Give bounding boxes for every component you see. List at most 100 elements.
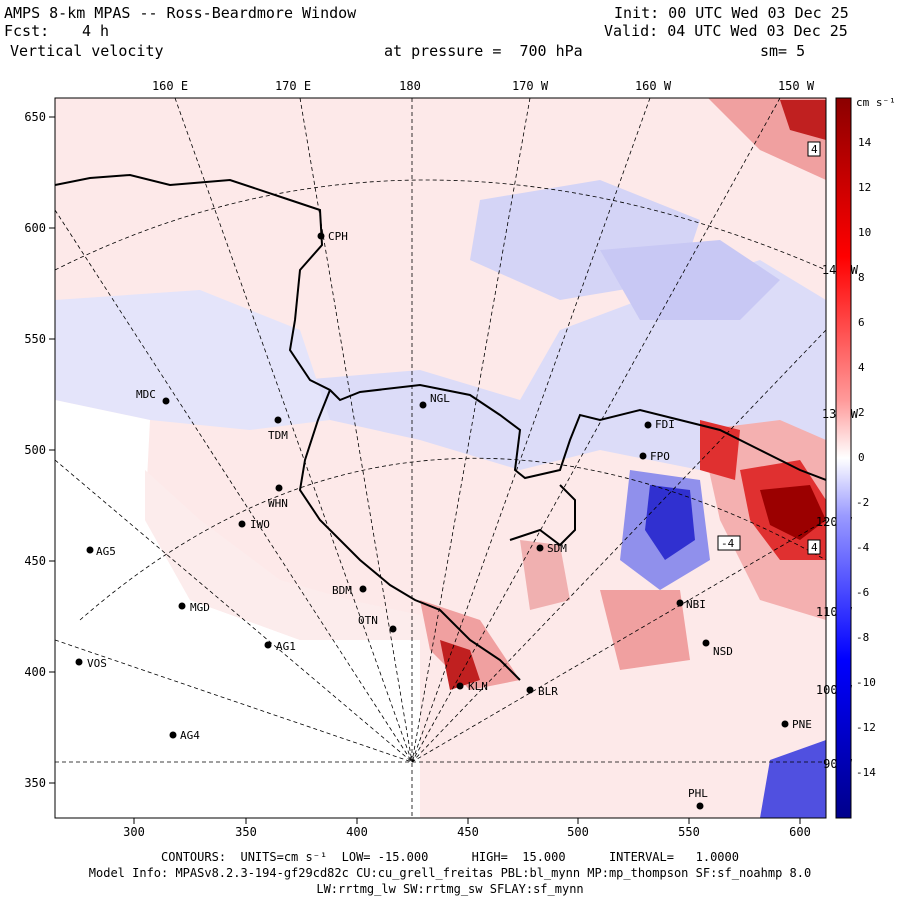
colorbar-label: -10 xyxy=(856,676,876,689)
station-label: BDM xyxy=(332,584,352,597)
station-marker xyxy=(275,484,283,492)
valid-time: Valid: 04 UTC Wed 03 Dec 25 xyxy=(604,22,848,40)
velocity-field xyxy=(55,98,826,818)
station-marker xyxy=(644,421,652,429)
colorbar-label: 12 xyxy=(858,181,871,194)
forecast-label: Fcst: xyxy=(4,22,50,40)
x-tick-label: 450 xyxy=(457,825,479,839)
pressure-level: at pressure = 700 hPa xyxy=(384,42,583,60)
model-info: Model Info: MPASv8.2.3-194-gf29cd82c CU:… xyxy=(88,866,812,880)
station-label: FDI xyxy=(655,418,675,431)
y-tick-labels: 650 600 550 500 450 400 350 xyxy=(24,110,46,790)
station-label: AG1 xyxy=(276,640,296,653)
lon-label: 160 W xyxy=(635,79,672,93)
station-label: NGL xyxy=(430,392,450,405)
station-marker xyxy=(86,546,94,554)
contour-info: CONTOURS: UNITS=cm s⁻¹ LOW= -15.000 HIGH… xyxy=(161,850,739,864)
station-marker xyxy=(238,520,246,528)
colorbar-label: -2 xyxy=(856,496,869,509)
y-tick-label: 550 xyxy=(24,332,46,346)
colorbar-label: 10 xyxy=(858,226,871,239)
station-marker xyxy=(264,641,272,649)
lon-label: 170 E xyxy=(275,79,311,93)
x-tick-label: 300 xyxy=(123,825,145,839)
station-label: FPO xyxy=(650,450,670,463)
colorbar-label: -4 xyxy=(856,541,870,554)
station-label: MGD xyxy=(190,601,210,614)
station-label: AG5 xyxy=(96,545,116,558)
station-marker xyxy=(75,658,83,666)
field-name: Vertical velocity xyxy=(10,42,164,60)
x-tick-label: 600 xyxy=(789,825,811,839)
extremum-label: 4 xyxy=(811,143,818,156)
station-label: IWO xyxy=(250,518,270,531)
lon-label: 160 E xyxy=(152,79,188,93)
x-tick-label: 400 xyxy=(346,825,368,839)
station-marker xyxy=(389,625,397,633)
colorbar xyxy=(835,97,852,819)
station-label: KLN xyxy=(468,680,488,693)
station-marker xyxy=(419,401,427,409)
x-tick-label: 350 xyxy=(235,825,257,839)
colorbar-label: -6 xyxy=(856,586,869,599)
extremum-label: 4 xyxy=(811,541,818,554)
lon-label: 180 xyxy=(399,79,421,93)
axis-ticks xyxy=(49,116,801,824)
station-marker xyxy=(274,416,282,424)
extremum-label: -4 xyxy=(721,537,735,550)
station-marker xyxy=(676,599,684,607)
station-label: OTN xyxy=(358,614,378,627)
top-lon-labels: 160 E 170 E 180 170 W 160 W 150 W xyxy=(152,79,815,93)
station-marker xyxy=(169,731,177,739)
y-tick-label: 650 xyxy=(24,110,46,124)
x-tick-label: 500 xyxy=(567,825,589,839)
x-tick-label: 550 xyxy=(678,825,700,839)
station-label: NSD xyxy=(713,645,733,658)
colorbar-label: 14 xyxy=(858,136,872,149)
station-marker xyxy=(178,602,186,610)
station-marker xyxy=(702,639,710,647)
colorbar-label: -14 xyxy=(856,766,876,779)
station-label: TDM xyxy=(268,429,288,442)
coastline xyxy=(55,173,826,681)
station-marker xyxy=(536,544,544,552)
station-marker xyxy=(526,686,534,694)
station-marker xyxy=(781,720,789,728)
lon-label: 150 W xyxy=(778,79,815,93)
station-marker xyxy=(456,682,464,690)
station-marker xyxy=(639,452,647,460)
plot-frame xyxy=(54,97,827,819)
station-label: SDM xyxy=(547,542,567,555)
init-time: Init: 00 UTC Wed 03 Dec 25 xyxy=(614,4,849,22)
station-label: AG4 xyxy=(180,729,200,742)
smoothing-label: sm= 5 xyxy=(760,42,806,60)
lon-label: 170 W xyxy=(512,79,549,93)
colorbar-label: -12 xyxy=(856,721,876,734)
station-label: WHN xyxy=(268,497,288,510)
extrema-markers: 4 -4 4 xyxy=(717,141,821,555)
stations: CPH NGL MDC TDM FDI FPO WHN IWO AG5 SDM … xyxy=(75,230,812,810)
station-label: PHL xyxy=(688,787,708,800)
station-label: NBI xyxy=(686,598,706,611)
colorbar-label: 8 xyxy=(858,271,865,284)
plot-title: AMPS 8-km MPAS -- Ross-Beardmore Window xyxy=(4,4,357,22)
colorbar-label: 2 xyxy=(858,406,865,419)
graticule xyxy=(55,98,826,818)
forecast-hour: 4 h xyxy=(82,22,110,40)
station-label: CPH xyxy=(328,230,348,243)
physics-info: LW:rrtmg_lw SW:rrtmg_sw SFLAY:sf_mynn xyxy=(316,882,584,896)
x-tick-labels: 300 350 400 450 500 550 600 xyxy=(123,825,811,839)
station-label: MDC xyxy=(136,388,156,401)
station-marker xyxy=(317,232,325,240)
colorbar-label: -8 xyxy=(856,631,869,644)
station-label: BLR xyxy=(538,685,558,698)
colorbar-label: 4 xyxy=(858,361,865,374)
colorbar-label: 0 xyxy=(858,451,865,464)
station-marker xyxy=(696,802,704,810)
y-tick-label: 350 xyxy=(24,776,46,790)
station-marker xyxy=(162,397,170,405)
station-label: VOS xyxy=(87,657,107,670)
colorbar-units: cm s⁻¹ xyxy=(856,96,896,109)
station-label: PNE xyxy=(792,718,812,731)
